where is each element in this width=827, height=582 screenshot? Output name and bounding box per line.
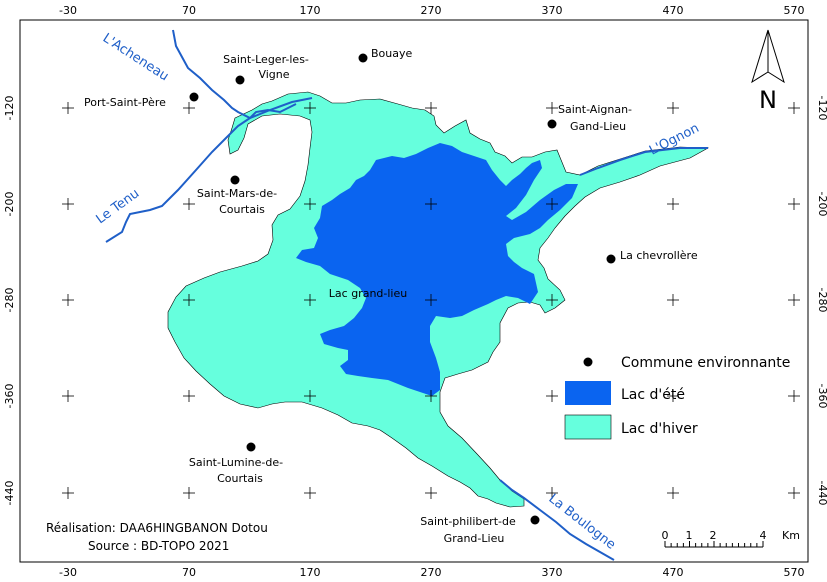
x-tick-label: -30 xyxy=(59,566,77,579)
commune-dot xyxy=(230,175,240,185)
river-network xyxy=(105,29,708,561)
x-ticks-top: -30 70 170 270 370 470 570 xyxy=(59,4,804,17)
commune-dot xyxy=(358,53,368,63)
x-tick-label: -30 xyxy=(59,4,77,17)
scale-label: 2 xyxy=(710,529,717,542)
river-acheneau-branch xyxy=(249,103,297,119)
north-label: N xyxy=(759,86,777,114)
commune-bouaye: Bouaye xyxy=(358,47,412,63)
commune-label: Vigne xyxy=(258,68,289,81)
commune-saint-lumine: Saint-Lumine-de- Courtais xyxy=(189,442,283,485)
north-arrow-right-half xyxy=(767,29,785,84)
x-tick-label: 170 xyxy=(300,4,321,17)
commune-label: Courtais xyxy=(219,203,265,216)
communes: Saint-Leger-les- Vigne Bouaye Port-Saint… xyxy=(84,47,698,545)
commune-dot xyxy=(530,515,540,525)
y-tick-label: -360 xyxy=(3,384,16,409)
commune-saint-mars: Saint-Mars-de- Courtais xyxy=(197,175,277,216)
x-tick-label: 570 xyxy=(784,566,805,579)
river-ognon xyxy=(579,147,708,176)
commune-label: Saint-Mars-de- xyxy=(197,187,277,200)
legend-winter-swatch xyxy=(564,414,612,440)
y-tick-label: -120 xyxy=(3,96,16,121)
legend: Commune environnante Lac d'été Lac d'hiv… xyxy=(564,355,790,440)
y-tick-label: -200 xyxy=(816,192,827,217)
commune-label: Saint-Lumine-de- xyxy=(189,456,283,469)
commune-label: Courtais xyxy=(217,472,263,485)
commune-label: Port-Saint-Père xyxy=(84,96,166,109)
river-tenu xyxy=(105,117,251,243)
legend-summer-swatch xyxy=(565,381,611,405)
legend-commune-label: Commune environnante xyxy=(621,355,790,371)
y-tick-label: -440 xyxy=(816,481,827,506)
commune-label: Grand-Lieu xyxy=(444,532,505,545)
commune-port-saint-pere: Port-Saint-Père xyxy=(84,92,199,109)
y-tick-label: -280 xyxy=(816,288,827,313)
x-tick-label: 370 xyxy=(542,566,563,579)
scale-ticks xyxy=(664,541,764,547)
y-tick-label: -120 xyxy=(816,96,827,121)
commune-dot xyxy=(606,254,616,264)
x-tick-label: 270 xyxy=(421,566,442,579)
commune-dot xyxy=(235,75,245,85)
river-acheneau xyxy=(172,29,313,120)
x-tick-label: 70 xyxy=(182,566,196,579)
scale-unit: Km xyxy=(782,529,800,542)
x-tick-label: 170 xyxy=(300,566,321,579)
commune-label: La chevrollère xyxy=(620,249,698,262)
commune-dot xyxy=(246,442,256,452)
scale-label: 4 xyxy=(760,529,767,542)
north-arrow: N xyxy=(751,29,785,114)
commune-dot xyxy=(189,92,199,102)
x-tick-label: 270 xyxy=(421,4,442,17)
credit-source: Source : BD-TOPO 2021 xyxy=(88,539,229,553)
commune-saint-philibert: Saint-philibert-de Grand-Lieu xyxy=(420,515,540,545)
legend-commune-symbol xyxy=(583,357,593,367)
x-tick-label: 570 xyxy=(784,4,805,17)
commune-la-chevrollere: La chevrollère xyxy=(606,249,698,264)
commune-label: Saint-philibert-de xyxy=(420,515,516,528)
credit-author: Réalisation: DAA6HINGBANON Dotou xyxy=(46,521,268,535)
scale-label: 0 xyxy=(662,529,669,542)
commune-dot xyxy=(547,119,557,129)
scale-bar: 0 1 2 4 Km xyxy=(662,529,800,548)
commune-saint-aignan: Saint-Aignan- Gand-Lieu xyxy=(547,103,632,133)
x-ticks-bottom: -30 70 170 270 370 470 570 xyxy=(59,566,804,579)
commune-label: Saint-Aignan- xyxy=(558,103,632,116)
y-tick-label: -280 xyxy=(3,288,16,313)
y-ticks-left: -120 -200 -280 -360 -440 xyxy=(3,96,16,506)
x-tick-label: 470 xyxy=(663,4,684,17)
commune-label: Gand-Lieu xyxy=(570,120,626,133)
lake-label: Lac grand-lieu xyxy=(329,287,407,300)
y-ticks-right: -120 -200 -280 -360 -440 xyxy=(816,96,827,506)
x-tick-label: 370 xyxy=(542,4,563,17)
x-tick-label: 70 xyxy=(182,4,196,17)
legend-summer-label: Lac d'été xyxy=(621,387,685,403)
commune-label: Bouaye xyxy=(371,47,412,60)
scale-label: 1 xyxy=(686,529,693,542)
legend-winter-label: Lac d'hiver xyxy=(621,421,698,437)
grid-crosses xyxy=(62,102,800,499)
commune-saint-leger: Saint-Leger-les- Vigne xyxy=(223,53,309,85)
river-boulogne xyxy=(499,479,615,561)
x-tick-label: 470 xyxy=(663,566,684,579)
y-tick-label: -200 xyxy=(3,192,16,217)
commune-label: Saint-Leger-les- xyxy=(223,53,309,66)
y-tick-label: -440 xyxy=(3,481,16,506)
y-tick-label: -360 xyxy=(816,384,827,409)
summer-lake xyxy=(296,143,578,396)
